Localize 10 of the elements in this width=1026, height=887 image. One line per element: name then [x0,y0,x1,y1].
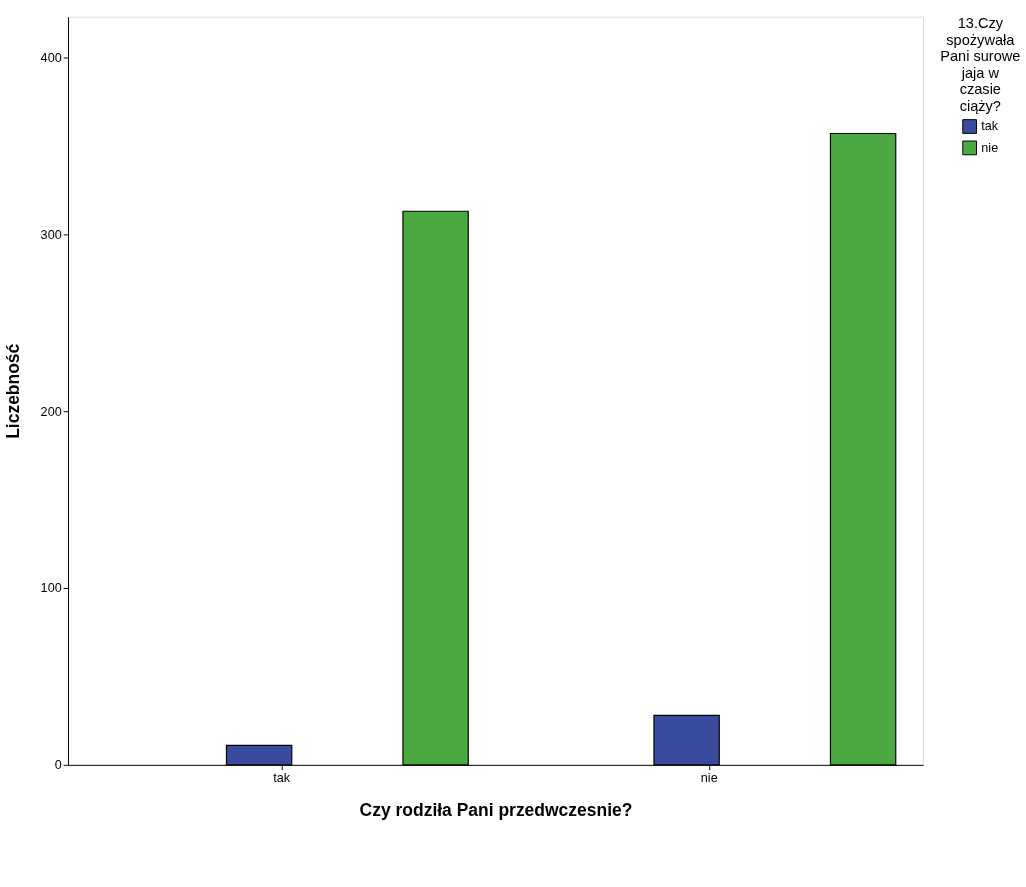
legend-label: nie [981,140,999,155]
legend-title: 13.Czy spożywała Pani surowe jaja w czasie ciąży? [940,15,1021,114]
y-axis-title: Liczebność [3,343,24,439]
x-axis-title: Czy rodziła Pani przedwczesnie? [359,799,633,820]
legend-label: tak [981,119,999,134]
y-tick-label: 300 [40,227,62,242]
y-tick-label: 400 [40,50,62,65]
y-tick-label: 100 [40,581,62,596]
y-tick-label: 200 [40,404,62,419]
y-tick-label: 0 [54,758,62,773]
